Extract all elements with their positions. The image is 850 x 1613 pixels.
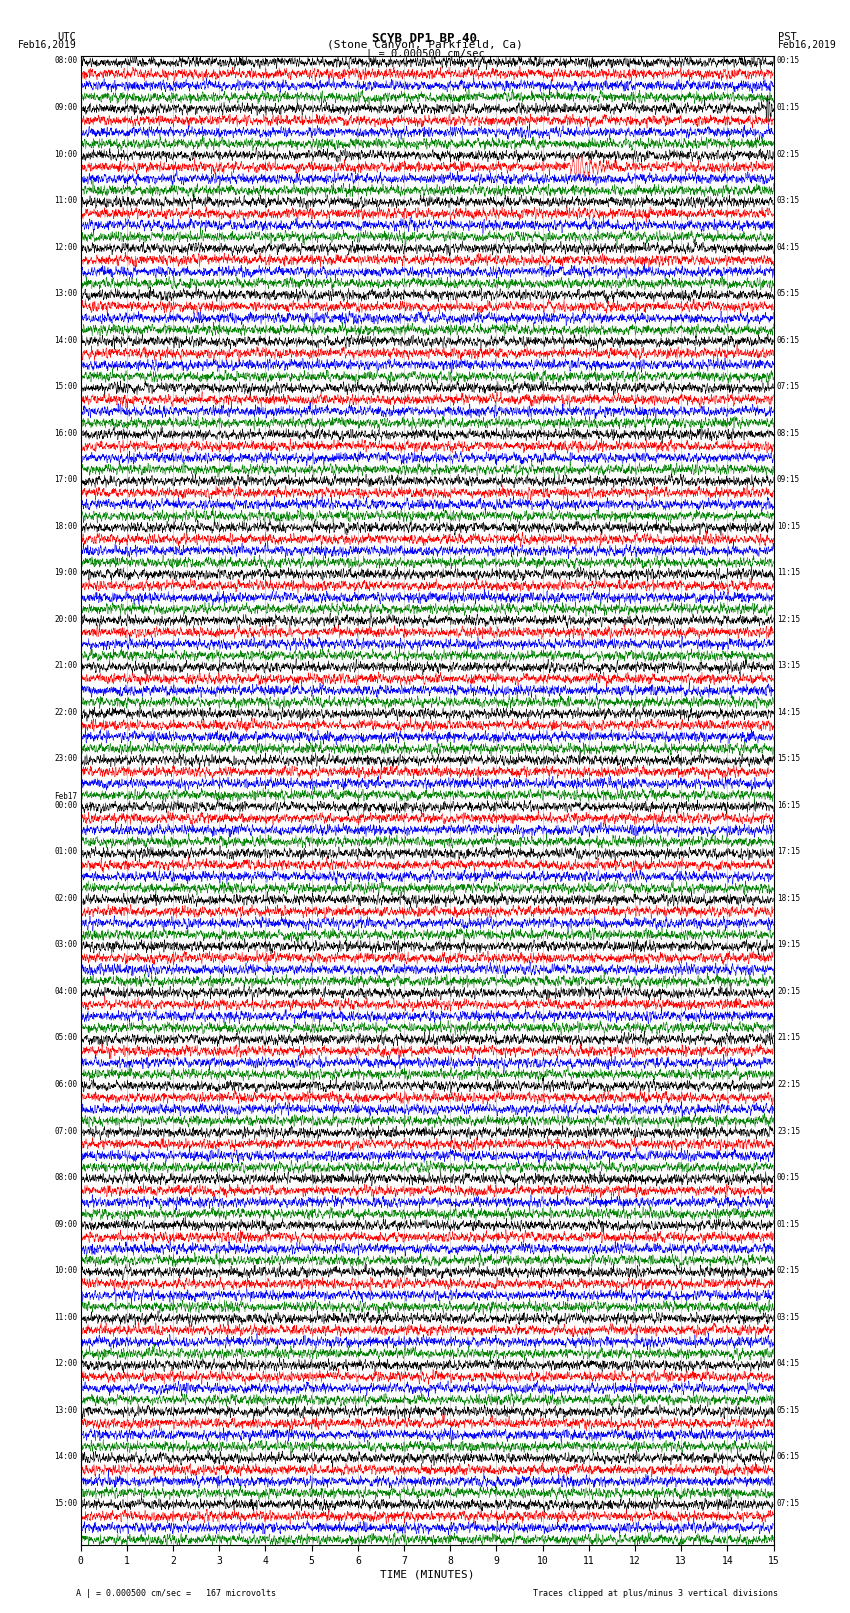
Text: 00:00: 00:00: [54, 802, 77, 810]
Text: 17:00: 17:00: [54, 476, 77, 484]
Text: 12:00: 12:00: [54, 242, 77, 252]
Text: 09:15: 09:15: [777, 476, 800, 484]
Text: 09:00: 09:00: [54, 1219, 77, 1229]
Text: 17:15: 17:15: [777, 847, 800, 857]
Text: 04:00: 04:00: [54, 987, 77, 995]
Text: 08:00: 08:00: [54, 56, 77, 66]
Text: 02:00: 02:00: [54, 894, 77, 903]
Text: 08:00: 08:00: [54, 1173, 77, 1182]
Text: 22:00: 22:00: [54, 708, 77, 716]
Text: 11:15: 11:15: [777, 568, 800, 577]
Text: 00:15: 00:15: [777, 1173, 800, 1182]
Text: 04:15: 04:15: [777, 1360, 800, 1368]
Text: 05:00: 05:00: [54, 1034, 77, 1042]
Text: 02:15: 02:15: [777, 1266, 800, 1276]
Text: 01:00: 01:00: [54, 847, 77, 857]
Text: | = 0.000500 cm/sec: | = 0.000500 cm/sec: [366, 48, 484, 60]
Text: 06:15: 06:15: [777, 336, 800, 345]
Text: 05:15: 05:15: [777, 1405, 800, 1415]
Text: 08:15: 08:15: [777, 429, 800, 437]
Text: 06:00: 06:00: [54, 1081, 77, 1089]
Text: 22:15: 22:15: [777, 1081, 800, 1089]
Text: Traces clipped at plus/minus 3 vertical divisions: Traces clipped at plus/minus 3 vertical …: [533, 1589, 778, 1598]
X-axis label: TIME (MINUTES): TIME (MINUTES): [380, 1569, 474, 1579]
Text: 12:15: 12:15: [777, 615, 800, 624]
Text: 21:15: 21:15: [777, 1034, 800, 1042]
Text: 14:00: 14:00: [54, 1452, 77, 1461]
Text: Feb16,2019: Feb16,2019: [778, 40, 836, 50]
Text: 02:15: 02:15: [777, 150, 800, 158]
Text: 15:00: 15:00: [54, 382, 77, 390]
Text: 23:15: 23:15: [777, 1126, 800, 1136]
Text: 15:00: 15:00: [54, 1498, 77, 1508]
Text: 06:15: 06:15: [777, 1452, 800, 1461]
Text: 03:00: 03:00: [54, 940, 77, 950]
Text: 15:15: 15:15: [777, 755, 800, 763]
Text: 05:15: 05:15: [777, 289, 800, 298]
Text: 13:00: 13:00: [54, 289, 77, 298]
Text: 12:00: 12:00: [54, 1360, 77, 1368]
Text: 10:00: 10:00: [54, 1266, 77, 1276]
Text: UTC: UTC: [58, 32, 76, 42]
Text: 23:00: 23:00: [54, 755, 77, 763]
Text: 03:15: 03:15: [777, 1313, 800, 1321]
Text: 16:15: 16:15: [777, 802, 800, 810]
Text: 14:15: 14:15: [777, 708, 800, 716]
Text: 07:15: 07:15: [777, 382, 800, 390]
Text: 11:00: 11:00: [54, 197, 77, 205]
Text: 21:00: 21:00: [54, 661, 77, 671]
Text: A | = 0.000500 cm/sec =   167 microvolts: A | = 0.000500 cm/sec = 167 microvolts: [76, 1589, 276, 1598]
Text: 10:00: 10:00: [54, 150, 77, 158]
Text: 04:15: 04:15: [777, 242, 800, 252]
Text: 18:00: 18:00: [54, 521, 77, 531]
Text: Feb16,2019: Feb16,2019: [18, 40, 76, 50]
Text: 18:15: 18:15: [777, 894, 800, 903]
Text: 11:00: 11:00: [54, 1313, 77, 1321]
Text: (Stone Canyon, Parkfield, Ca): (Stone Canyon, Parkfield, Ca): [327, 40, 523, 50]
Text: 01:15: 01:15: [777, 1219, 800, 1229]
Text: 20:15: 20:15: [777, 987, 800, 995]
Text: 03:15: 03:15: [777, 197, 800, 205]
Text: 10:15: 10:15: [777, 521, 800, 531]
Text: PST: PST: [778, 32, 796, 42]
Text: 19:15: 19:15: [777, 940, 800, 950]
Text: 13:00: 13:00: [54, 1405, 77, 1415]
Text: 09:00: 09:00: [54, 103, 77, 111]
Text: 07:15: 07:15: [777, 1498, 800, 1508]
Text: SCYB DP1 BP 40: SCYB DP1 BP 40: [372, 32, 478, 45]
Text: Feb17: Feb17: [54, 792, 77, 802]
Text: 20:00: 20:00: [54, 615, 77, 624]
Text: 13:15: 13:15: [777, 661, 800, 671]
Text: 19:00: 19:00: [54, 568, 77, 577]
Text: 01:15: 01:15: [777, 103, 800, 111]
Text: 16:00: 16:00: [54, 429, 77, 437]
Text: 00:15: 00:15: [777, 56, 800, 66]
Text: 07:00: 07:00: [54, 1126, 77, 1136]
Text: 14:00: 14:00: [54, 336, 77, 345]
